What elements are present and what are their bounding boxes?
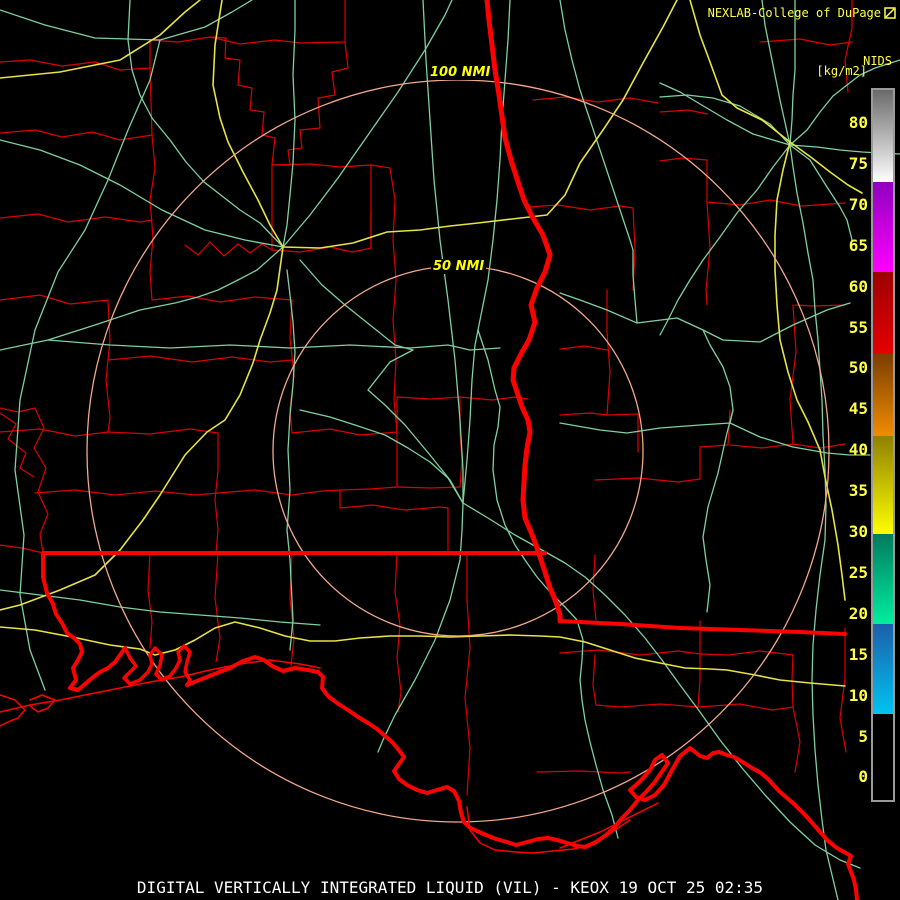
color-scale-tick-60: 60: [848, 276, 868, 296]
trademark-icon: [884, 7, 896, 19]
color-scale-tick-40: 40: [848, 440, 868, 460]
product-title: DIGITAL VERTICALLY INTEGRATED LIQUID (VI…: [136, 878, 764, 897]
color-scale-tick-65: 65: [848, 235, 868, 255]
color-scale-tick-0: 0: [858, 767, 868, 787]
color-scale-tick-75: 75: [848, 153, 868, 173]
color-scale-tick-35: 35: [848, 481, 868, 501]
color-scale-tick-45: 45: [848, 399, 868, 419]
color-scale-segment: [873, 182, 893, 272]
color-scale-tick-80: 80: [848, 113, 868, 132]
units-label: [kg/m2]: [816, 64, 867, 78]
county-borders-layer: [0, 0, 853, 796]
color-scale-segment: [873, 354, 893, 436]
vil-color-scale: [871, 88, 895, 802]
color-scale-tick-50: 50: [848, 358, 868, 378]
color-scale-tick-55: 55: [848, 317, 868, 337]
brand-line: NEXLAB-College of DuPage: [708, 6, 896, 20]
product-label: NIDS: [863, 54, 892, 68]
range-ring-label-50nmi: 50 NMI: [431, 259, 487, 274]
brand-text: NEXLAB-College of DuPage: [707, 6, 881, 20]
color-scale-segment: [873, 90, 893, 182]
state-coast-borders-layer: [0, 0, 859, 900]
color-scale-segment: [873, 272, 893, 354]
color-scale-segment: [873, 714, 893, 800]
color-scale-segment: [873, 534, 893, 624]
color-scale-tick-15: 15: [848, 644, 868, 664]
color-scale-segment: [873, 436, 893, 534]
color-scale-tick-70: 70: [848, 194, 868, 214]
color-scale-tick-20: 20: [848, 603, 868, 623]
color-scale-tick-25: 25: [848, 562, 868, 582]
color-scale-segment: [873, 624, 893, 714]
color-scale-tick-30: 30: [848, 522, 868, 541]
range-ring-label-100nmi: 100 NMI: [428, 65, 493, 80]
color-scale-tick-5: 5: [858, 726, 868, 746]
highways-layer: [0, 0, 863, 687]
range-rings-layer: [86, 79, 830, 823]
color-scale-tick-10: 10: [848, 685, 868, 705]
